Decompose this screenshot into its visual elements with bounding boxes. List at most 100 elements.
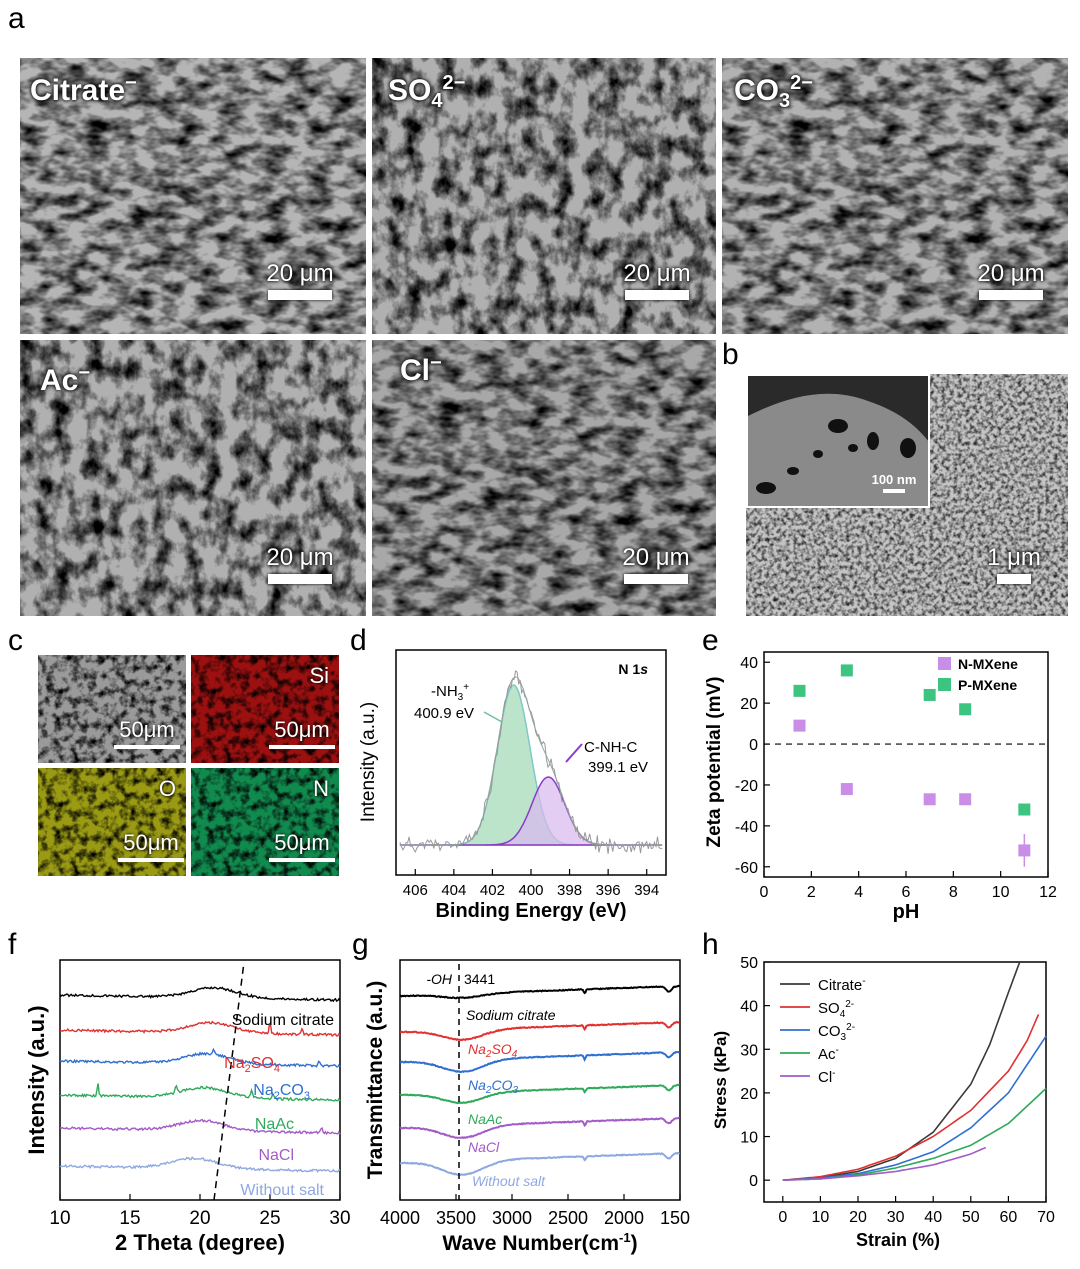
series-line	[399, 1020, 681, 1042]
data-point	[840, 664, 853, 677]
y-axis-label: Zeta potential (mV)	[704, 676, 725, 847]
series-line	[59, 1083, 341, 1102]
series-label-without-salt: Without salt	[240, 1182, 324, 1199]
sem-image-citrate: Citrate− 20 μm	[20, 58, 366, 334]
y-axis-label: Intensity (a.u.)	[358, 702, 379, 822]
element-label-o: O	[158, 776, 176, 801]
y-tick-label: 0	[749, 1173, 758, 1190]
annotation-cnhc-energy: 399.1 eV	[588, 759, 648, 776]
series-label-nacl: NaCl	[468, 1139, 500, 1155]
x-tick-label: 10	[992, 884, 1010, 901]
y-axis-label: Stress (kPa)	[711, 1031, 730, 1129]
xps-chart: Intensity (a.u.) Binding Energy (eV) N 1…	[358, 649, 667, 922]
legend-swatch-p-mxene	[938, 678, 951, 691]
y-axis-label: Transmittance (a.u.)	[364, 981, 387, 1179]
x-tick-label: 394	[634, 882, 659, 899]
y-tick-label: 30	[740, 1042, 758, 1059]
y-tick-label: 50	[740, 955, 758, 972]
x-tick-label: 398	[557, 882, 582, 899]
x-tick-label: 402	[480, 882, 505, 899]
x-tick-label: 20	[189, 1208, 210, 1229]
x-tick-label: 25	[259, 1208, 280, 1229]
x-tick-label: 396	[596, 882, 621, 899]
series-label-na2so4: Na2SO4	[224, 1055, 280, 1075]
x-tick-label: 2000	[604, 1208, 644, 1228]
series-line	[782, 1035, 1047, 1181]
annotation-nh3: -NH3+	[431, 682, 469, 703]
zeta-chart: Zeta potential (mV) pH 0 2 4 6 8 10 12 -60 -40 -2…	[704, 651, 1057, 923]
scale-bar: 1 μm	[968, 544, 1060, 584]
series-label-naac: NaAc	[255, 1116, 294, 1133]
y-tick-label: 0	[749, 737, 758, 754]
series-line	[59, 1156, 341, 1174]
x-tick-label: 20	[849, 1209, 867, 1226]
sem-image-sulfate: SO42− 20 μm	[372, 58, 716, 334]
series-line	[59, 1020, 341, 1038]
data-point	[1018, 803, 1031, 816]
series-line	[399, 1151, 681, 1177]
legend-label-n-mxene: N-MXene	[958, 656, 1018, 672]
scale-bar: 50μm	[114, 717, 180, 749]
legend-label: Cl-	[818, 1068, 836, 1086]
series-label-naac: NaAc	[468, 1111, 502, 1127]
data-point	[923, 688, 936, 701]
element-label-n: N	[313, 776, 329, 801]
x-tick-label: 10	[812, 1209, 830, 1226]
scale-bar: 20 μm	[964, 260, 1058, 300]
panel-letter-h: h	[702, 928, 719, 961]
x-tick-label: 70	[1037, 1209, 1055, 1226]
series-label-na2so4: Na2SO4	[468, 1041, 518, 1060]
plot-frame	[763, 961, 1047, 1203]
x-tick-label: 3500	[436, 1208, 476, 1228]
arrow	[565, 743, 583, 763]
legend-label: CO32-	[818, 1022, 855, 1043]
legend-label-p-mxene: P-MXene	[958, 677, 1017, 693]
eds-map-o: O 50μm	[38, 768, 186, 876]
y-tick-label: -60	[735, 860, 758, 877]
arrow	[483, 711, 503, 723]
element-label-si: Si	[309, 663, 329, 688]
x-tick-label: 8	[949, 884, 958, 901]
sem-label-acetate: Ac−	[40, 362, 91, 397]
xrd-chart: Intensity (a.u.) 2 Theta (degree) 10 15 20…	[24, 959, 351, 1255]
eds-map-sem: 50μm	[38, 655, 186, 763]
reference-line	[213, 961, 245, 1201]
x-axis-label: 2 Theta (degree)	[115, 1230, 285, 1255]
raw-spectrum	[399, 670, 663, 854]
eds-map-si: Si 50μm	[191, 655, 339, 763]
x-tick-label: 60	[1000, 1209, 1018, 1226]
scale-bar: 20 μm	[252, 544, 348, 584]
scale-bar: 20 μm	[608, 544, 704, 584]
x-tick-label: 4000	[380, 1208, 420, 1228]
annotation-peak: 3441	[464, 971, 495, 987]
x-tick-label: 50	[962, 1209, 980, 1226]
sem-inset-nanopores: 100 nm	[746, 374, 930, 508]
ftir-chart: Transmittance (a.u.) Wave Number(cm-1) 4…	[364, 959, 690, 1255]
series-label-without-salt: Without salt	[472, 1173, 546, 1189]
legend-swatch-n-mxene	[938, 657, 951, 670]
x-tick-label: 2	[807, 884, 816, 901]
legend-label: Ac-	[818, 1045, 839, 1063]
x-axis-label: Wave Number(cm-1)	[442, 1230, 637, 1255]
panel-letter-c: c	[8, 624, 23, 657]
y-tick-label: -20	[735, 778, 758, 795]
series-line	[782, 1014, 1040, 1181]
series-label-na2co3: Na2CO3	[253, 1082, 310, 1102]
panel-letter-d: d	[350, 624, 367, 657]
x-tick-label: 404	[441, 882, 466, 899]
x-axis-label: pH	[893, 901, 920, 923]
series-line	[399, 1083, 681, 1105]
data-point	[793, 719, 806, 732]
x-axis-label: Strain (%)	[856, 1230, 940, 1250]
series-label-nacl: NaCl	[258, 1147, 294, 1164]
x-tick-label: 40	[924, 1209, 942, 1226]
series-line	[59, 1118, 341, 1136]
series-line	[59, 986, 341, 1003]
panel-letter-f: f	[8, 928, 17, 961]
series-line	[782, 1146, 987, 1181]
scale-bar: 50μm	[269, 717, 335, 749]
x-tick-label: 1500	[660, 1208, 690, 1228]
x-tick-label: 30	[887, 1209, 905, 1226]
x-tick-label: 406	[403, 882, 428, 899]
legend-label: Citrate-	[818, 976, 866, 994]
